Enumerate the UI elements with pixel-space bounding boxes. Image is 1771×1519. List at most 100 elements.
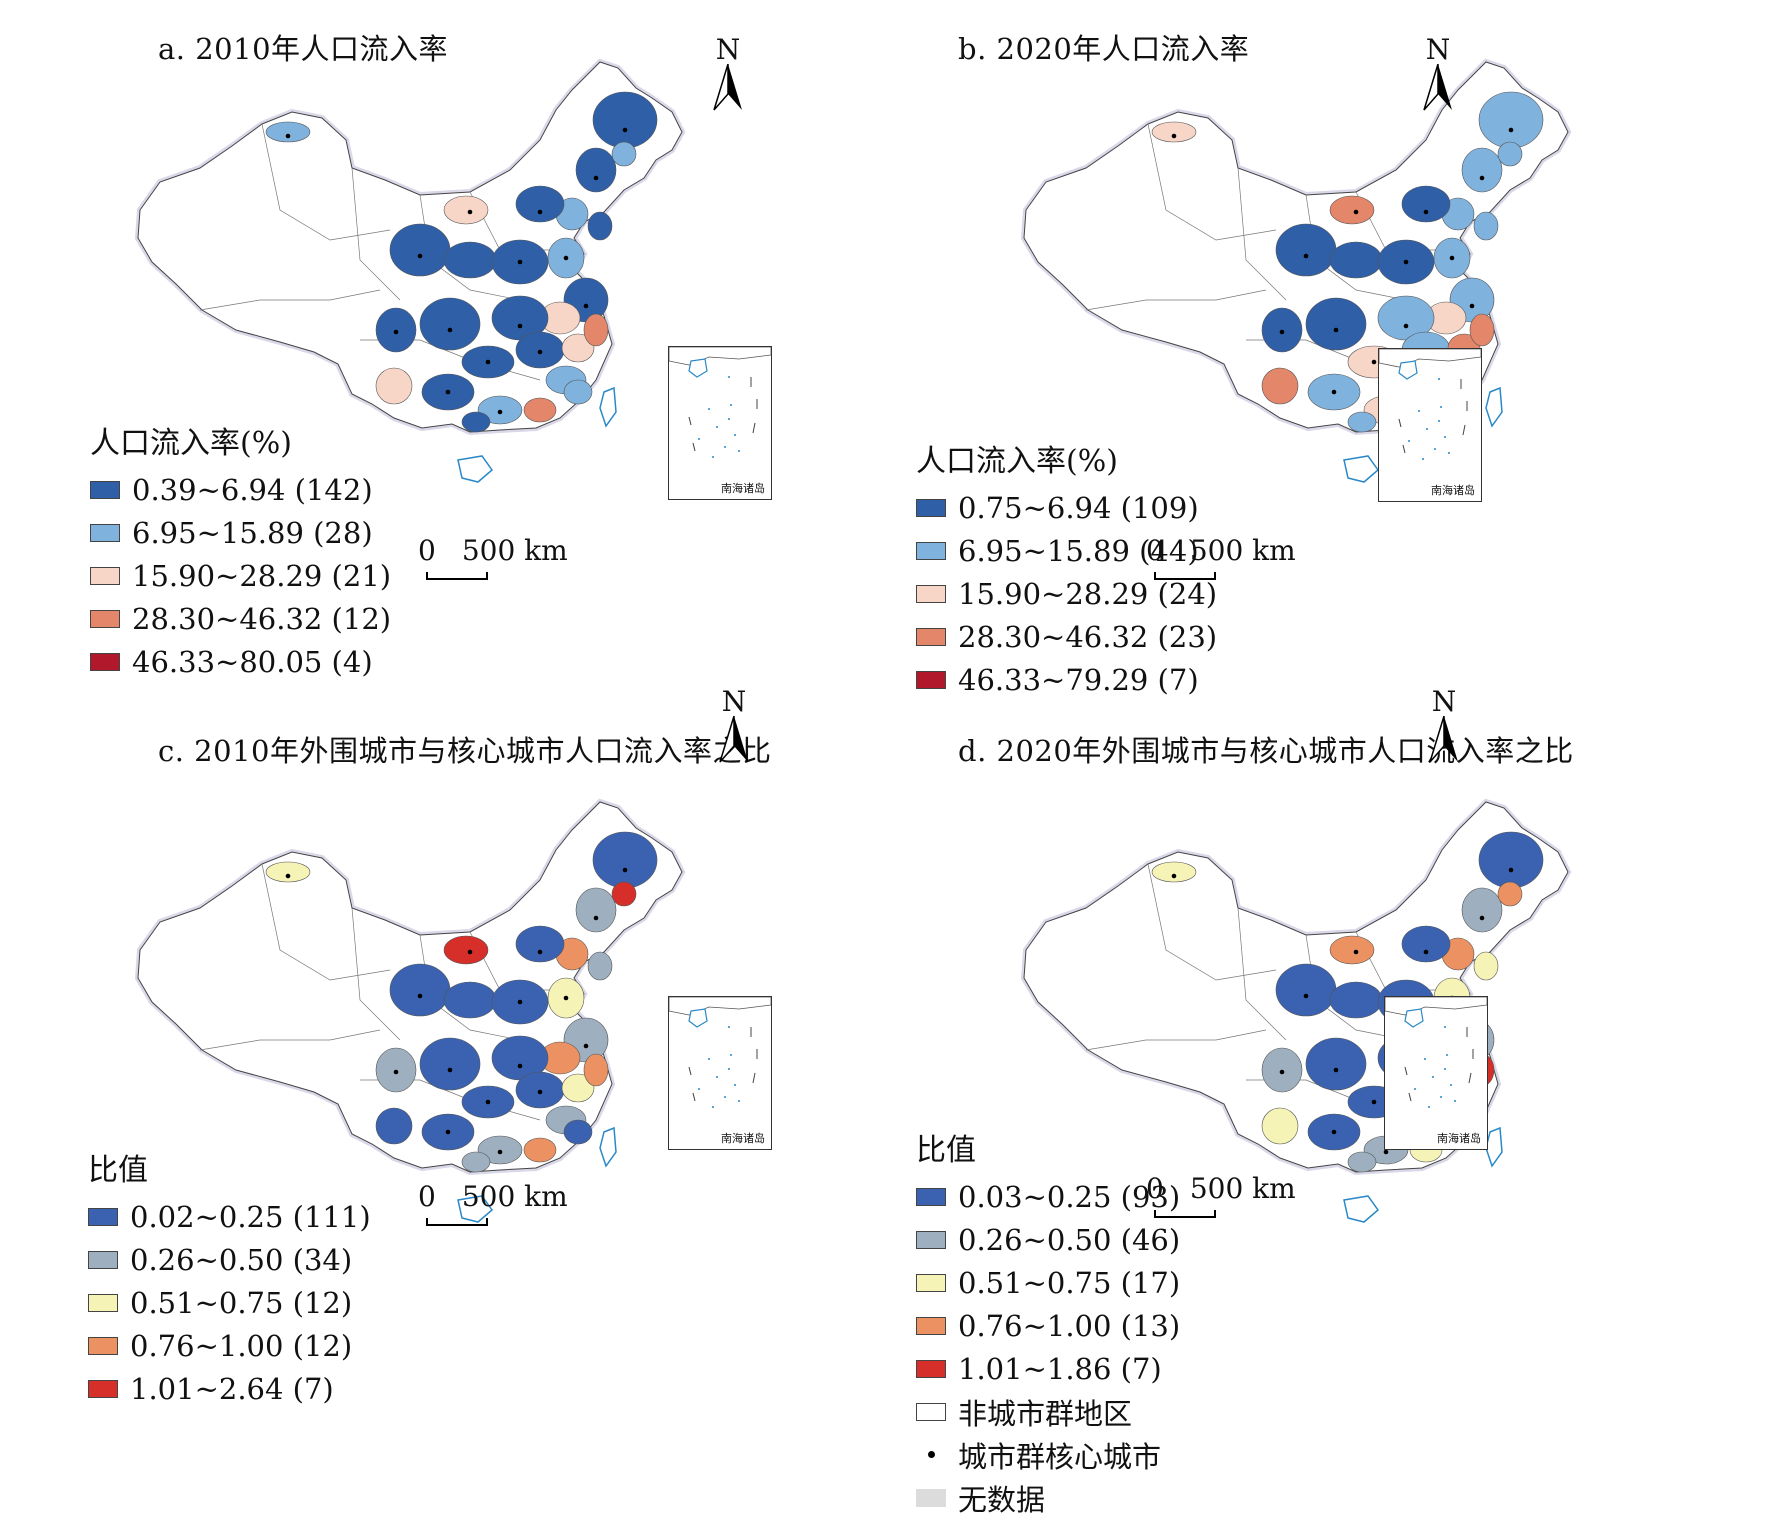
city-cluster-region [389, 223, 451, 277]
core-city-dot [1479, 175, 1485, 181]
china-map [134, 798, 686, 1223]
city-cluster-region [1329, 241, 1383, 279]
north-arrow: N [714, 688, 754, 768]
core-city-dot [517, 259, 523, 265]
core-city-dot [517, 999, 523, 1005]
legend-label: 6.95~15.89 (44) [958, 533, 1199, 568]
panel-title: a. 2010年人口流入率 [158, 32, 449, 66]
city-cluster-region [1497, 881, 1523, 907]
city-cluster-region [587, 951, 613, 981]
city-cluster-region [419, 1037, 481, 1091]
core-city-dot [593, 915, 599, 921]
core-city-dot [497, 409, 503, 415]
legend-item: 0.76~1.00 (13) [916, 1304, 1180, 1347]
city-cluster-region [583, 1053, 609, 1087]
legend-swatch [88, 1379, 118, 1398]
legend-item: 46.33~79.29 (7) [916, 658, 1217, 701]
legend-swatch [90, 523, 120, 542]
city-cluster-region [1461, 887, 1503, 933]
panel-d: d. 2020年外围城市与核心城市人口流入率之比 比值 0.03~0.25 (9… [886, 688, 1771, 1517]
core-city-dot [285, 133, 291, 139]
city-cluster-region [1275, 963, 1337, 1017]
north-arrow: N [1424, 688, 1464, 768]
core-city-dot [1371, 1099, 1377, 1105]
legend-swatch [916, 1273, 946, 1292]
city-cluster-region [1478, 831, 1544, 889]
legend-label: 1.01~2.64 (7) [130, 1371, 334, 1406]
city-cluster-region [1473, 951, 1499, 981]
panel-title: d. 2020年外围城市与核心城市人口流入率之比 [958, 734, 1574, 768]
core-city-dot [285, 873, 291, 879]
legend-label: 6.95~15.89 (28) [132, 515, 373, 550]
legend-label: 0.51~0.75 (12) [130, 1285, 353, 1320]
north-arrow: N [1418, 36, 1458, 116]
core-city-dot [1423, 209, 1429, 215]
legend-label: 28.30~46.32 (12) [132, 601, 392, 636]
legend-label: 0.75~6.94 (109) [958, 490, 1199, 525]
core-city-dot [1353, 209, 1359, 215]
city-cluster-region [561, 1073, 595, 1103]
legend-swatch [916, 1488, 946, 1507]
city-cluster-region [515, 925, 565, 963]
core-city-dot [1303, 253, 1309, 259]
core-city-dot [1171, 873, 1177, 879]
scale-distance: 500 km [1189, 1172, 1296, 1205]
core-city-dot [1469, 303, 1475, 309]
city-cluster-region [1151, 861, 1197, 883]
city-cluster-region [587, 211, 613, 241]
city-cluster-region [583, 313, 609, 347]
city-cluster-region [592, 831, 658, 889]
legend-label: 城市群核心城市 [958, 1439, 1162, 1474]
core-city-dot [583, 303, 589, 309]
city-cluster-region [375, 1107, 413, 1145]
core-city-dot [393, 329, 399, 335]
legend-item: 1.01~1.86 (7) [916, 1347, 1180, 1390]
core-city-dot [537, 1089, 543, 1095]
core-city-dot [1479, 915, 1485, 921]
panel-a: a. 2010年人口流入率 人口流入率(%) 0.39~6.94 (142) 6.… [0, 0, 885, 757]
city-cluster-region [575, 147, 617, 193]
city-cluster-region [1401, 925, 1451, 963]
legend-swatch [88, 1207, 118, 1226]
scale-distance: 500 km [461, 1180, 568, 1213]
city-cluster-region [1329, 981, 1383, 1019]
city-cluster-region [1461, 147, 1503, 193]
legend-item: 6.95~15.89 (44) [916, 529, 1217, 572]
legend-swatch [916, 670, 946, 689]
north-label: N [715, 33, 741, 66]
city-cluster-region [1347, 1151, 1377, 1173]
china-map [1020, 58, 1572, 483]
legend-label: 46.33~80.05 (4) [132, 644, 373, 679]
core-city-dot [563, 995, 569, 1001]
legend-swatch [916, 1230, 946, 1249]
legend-item: 0.03~0.25 (93) [916, 1175, 1180, 1218]
core-city-dot [1279, 1069, 1285, 1075]
core-city-dot [1333, 327, 1339, 333]
inset-label: 南海诸岛 [721, 1132, 765, 1145]
city-cluster-region [419, 297, 481, 351]
legend-label: 15.90~28.29 (21) [132, 558, 392, 593]
legend-item: 0.39~6.94 (142) [90, 468, 391, 511]
core-city-dot [445, 389, 451, 395]
city-cluster-region [443, 935, 489, 965]
legend-label: 1.01~1.86 (7) [958, 1351, 1162, 1386]
core-city-dot [417, 253, 423, 259]
core-city-dot [563, 255, 569, 261]
legend-label: 0.26~0.50 (46) [958, 1222, 1181, 1257]
legend-item: 15.90~28.29 (24) [916, 572, 1217, 615]
city-cluster-region [563, 379, 593, 405]
scale-zero: 0 [1146, 534, 1164, 567]
scale-distance: 500 km [1189, 534, 1296, 567]
legend-label: 无数据 [958, 1482, 1046, 1517]
legend-item: 28.30~46.32 (12) [90, 597, 391, 640]
north-label: N [721, 685, 747, 718]
city-cluster-region [1305, 1037, 1367, 1091]
core-city-dot [1403, 323, 1409, 329]
legend-item: 0.26~0.50 (34) [88, 1238, 371, 1281]
inset-label: 南海诸岛 [1431, 484, 1475, 497]
core-city-dot [1508, 867, 1514, 873]
core-city-dot [593, 175, 599, 181]
core-city-dot [622, 867, 628, 873]
panel-c: c. 2010年外围城市与核心城市人口流入率之比 比值 0.02~0.25 (1… [0, 688, 885, 1497]
legend-label: 0.51~0.75 (17) [958, 1265, 1181, 1300]
